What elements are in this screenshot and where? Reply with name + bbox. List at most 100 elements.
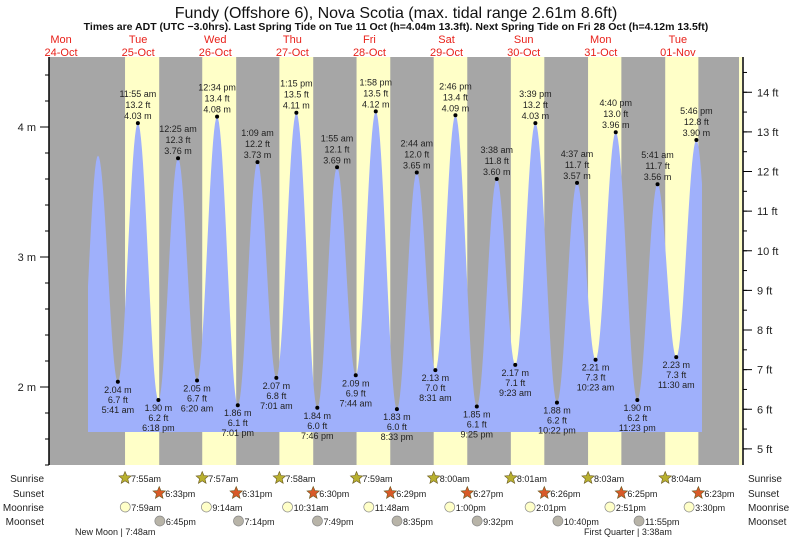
low-tide-m-label: 2.09 m xyxy=(342,378,370,388)
high-tide-time-label: 5:46 pm xyxy=(680,106,713,116)
low-tide-m-label: 1.90 m xyxy=(624,403,652,413)
sunrise-time: 7:55am xyxy=(131,474,161,484)
date-label: 01-Nov xyxy=(660,47,696,59)
day-of-week-label: Mon xyxy=(590,34,611,46)
high-tide-m-label: 4.09 m xyxy=(442,103,470,113)
sunset-time: 6:27pm xyxy=(473,489,503,499)
sunset-time: 6:30pm xyxy=(319,489,349,499)
low-tide-m-label: 2.05 m xyxy=(183,384,211,394)
day-of-week-label: Tue xyxy=(669,34,688,46)
low-tide-ft-label: 7.0 ft xyxy=(425,383,446,393)
date-label: 29-Oct xyxy=(430,47,463,59)
high-tide-point xyxy=(453,113,458,118)
left-tick-label: 3 m xyxy=(18,252,36,264)
high-tide-time-label: 4:37 am xyxy=(561,149,594,159)
high-tide-point xyxy=(694,138,699,142)
low-tide-ft-label: 6.8 ft xyxy=(266,391,287,401)
sunrise-time: 7:57am xyxy=(208,474,238,484)
low-tide-ft-label: 6.2 ft xyxy=(148,413,169,423)
date-label: 31-Oct xyxy=(584,47,617,59)
low-tide-time-label: 6:18 pm xyxy=(142,423,175,433)
chart-title: Fundy (Offshore 6), Nova Scotia (max. ti… xyxy=(175,5,618,22)
moonset-icon xyxy=(552,515,564,527)
low-tide-point xyxy=(433,368,438,373)
low-tide-time-label: 10:23 am xyxy=(577,383,615,393)
high-tide-m-label: 4.03 m xyxy=(124,111,152,121)
sunset-icon xyxy=(614,485,629,499)
low-tide-ft-label: 6.7 ft xyxy=(108,395,129,405)
axes: 4 m 3 m 2 m 5 ft 6 ft 7 ft 8 ft 9 ft 10 ft 11 ft 1… xyxy=(18,57,778,466)
day-of-week-label: Wed xyxy=(204,34,226,46)
sunset-time: 6:29pm xyxy=(396,489,426,499)
sunset-icon xyxy=(306,485,321,499)
high-tide-time-label: 1:09 am xyxy=(241,128,274,138)
high-tide-m-label: 3.76 m xyxy=(164,146,192,156)
moonset-row-label: Moonset xyxy=(6,517,45,528)
low-tide-m-label: 1.86 m xyxy=(224,408,252,418)
moonrise-time: 3:30pm xyxy=(695,503,725,513)
low-tide-time-label: 7:46 pm xyxy=(301,431,334,441)
sunset-icon xyxy=(152,485,167,499)
moonrise-time: 11:48am xyxy=(375,503,409,513)
high-tide-time-label: 1:55 am xyxy=(321,133,354,143)
day-of-week-label: Thu xyxy=(283,34,302,46)
high-tide-time-label: 5:41 am xyxy=(641,150,674,160)
sunset-icon xyxy=(229,485,244,499)
date-label: 24-Oct xyxy=(45,47,78,59)
moonrise-icon xyxy=(604,501,616,513)
date-label: 26-Oct xyxy=(199,47,232,59)
high-tide-point xyxy=(655,182,660,187)
high-tide-m-label: 3.90 m xyxy=(683,128,711,138)
sunrise-time: 8:04am xyxy=(671,474,701,484)
sunrise-icon xyxy=(349,470,364,484)
low-tide-point xyxy=(195,378,200,383)
moonrise-icon xyxy=(119,501,131,513)
right-tick-label: 13 ft xyxy=(757,127,778,139)
moonrise-time: 7:59am xyxy=(131,503,161,513)
right-tick-label: 14 ft xyxy=(757,87,778,99)
high-tide-point xyxy=(533,121,538,126)
day-of-week-label: Fri xyxy=(363,34,376,46)
moonset-time: 6:45pm xyxy=(166,517,196,527)
high-tide-m-label: 3.96 m xyxy=(602,120,630,130)
high-tide-time-label: 3:38 am xyxy=(481,145,514,155)
high-tide-ft-label: 13.5 ft xyxy=(284,90,310,100)
moonset-icon xyxy=(633,515,645,527)
high-tide-time-label: 12:34 pm xyxy=(198,83,236,93)
high-tide-time-label: 1:58 pm xyxy=(360,77,393,87)
high-tide-point xyxy=(373,109,378,114)
chart-subtitle: Times are ADT (UTC −3.0hrs). Last Spring… xyxy=(84,21,709,33)
right-tick-label: 5 ft xyxy=(757,444,772,456)
low-tide-time-label: 7:01 pm xyxy=(222,428,255,438)
low-tide-ft-label: 7.1 ft xyxy=(505,378,526,388)
sunrise-time: 8:00am xyxy=(440,474,470,484)
low-tide-point xyxy=(593,357,598,362)
moonrise-icon xyxy=(524,501,536,513)
right-tick-label: 6 ft xyxy=(757,404,772,416)
right-tick-label: 12 ft xyxy=(757,167,778,179)
sunrise-icon xyxy=(503,470,518,484)
moonrise-icon xyxy=(363,501,375,513)
right-tick-label: 11 ft xyxy=(757,206,778,218)
low-tide-ft-label: 6.2 ft xyxy=(547,416,568,426)
sunset-time: 6:33pm xyxy=(165,489,195,499)
moonset-time: 10:40pm xyxy=(564,517,599,527)
high-tide-ft-label: 11.7 ft xyxy=(645,161,670,171)
high-tide-ft-label: 12.0 ft xyxy=(404,150,430,160)
high-tide-time-label: 3:39 pm xyxy=(519,89,552,99)
high-tide-ft-label: 13.5 ft xyxy=(363,88,389,98)
high-tide-m-label: 4.12 m xyxy=(362,99,390,109)
sunrise-icon xyxy=(426,470,441,484)
high-tide-time-label: 1:15 pm xyxy=(280,79,313,89)
low-tide-m-label: 1.83 m xyxy=(383,412,411,422)
low-tide-time-label: 7:01 am xyxy=(260,401,293,411)
sunset-time: 6:31pm xyxy=(242,489,272,499)
low-tide-time-label: 7:44 am xyxy=(339,398,372,408)
low-tide-ft-label: 6.7 ft xyxy=(187,394,208,404)
moonset-icon xyxy=(471,515,483,527)
high-tide-ft-label: 11.8 ft xyxy=(485,156,510,166)
high-tide-m-label: 4.11 m xyxy=(283,101,310,111)
low-tide-time-label: 10:22 pm xyxy=(538,426,576,436)
sunrise-icon xyxy=(195,470,210,484)
